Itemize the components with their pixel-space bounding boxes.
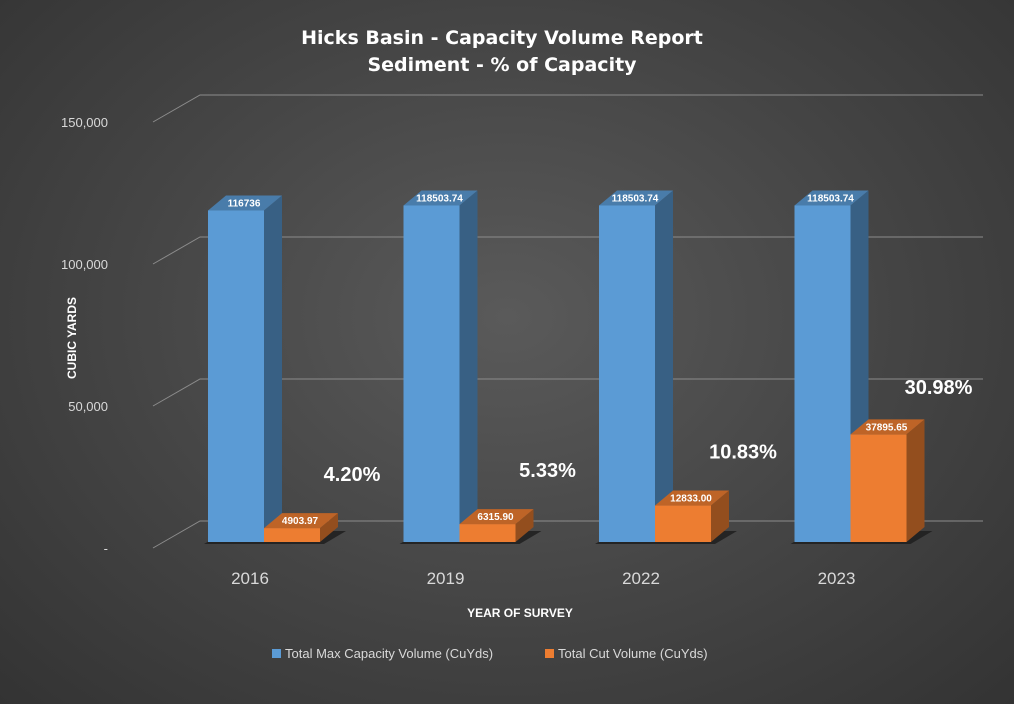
chart-subtitle: Sediment - % of Capacity xyxy=(367,54,637,76)
bar-top xyxy=(264,513,338,529)
bar-top xyxy=(794,190,869,206)
bar-side xyxy=(655,190,673,542)
legend: Total Max Capacity Volume (CuYds) Total C… xyxy=(272,646,708,661)
x-tick-label: 2019 xyxy=(427,569,465,588)
gridline xyxy=(152,94,983,123)
data-label: 37895.65 xyxy=(866,422,908,433)
y-tick-label: 50,000 xyxy=(68,399,108,414)
data-label: 118503.74 xyxy=(612,193,659,204)
bar-cut-2023 xyxy=(850,434,907,542)
bar-top xyxy=(403,190,478,206)
legend-label: Total Max Capacity Volume (CuYds) xyxy=(285,646,493,661)
bars: 116736 4903.97 4.20% 118503.74 6315.90 5.33% 1… xyxy=(204,190,973,544)
bar-side xyxy=(459,190,478,542)
chart-title: Hicks Basin - Capacity Volume Report xyxy=(301,27,703,49)
bar-side xyxy=(515,509,534,542)
y-tick-label: 100,000 xyxy=(61,257,108,272)
bar-capacity-2019 xyxy=(403,205,460,542)
bar-top xyxy=(599,190,673,206)
bar-side xyxy=(264,195,282,542)
bar-cut-2022 xyxy=(655,505,711,542)
percent-annotation: 5.33% xyxy=(519,460,576,482)
bar-capacity-2022 xyxy=(599,205,655,542)
gridline xyxy=(152,236,983,265)
bar-top xyxy=(850,419,925,435)
y-axis-ticks: - 50,000 100,000 150,000 xyxy=(61,115,108,556)
gridline xyxy=(152,378,983,407)
percent-annotation: 30.98% xyxy=(905,377,973,399)
x-axis-categories: 2016 2019 2022 2023 xyxy=(231,569,855,588)
x-axis-title: YEAR OF SURVEY xyxy=(467,606,573,620)
y-tick-label: - xyxy=(104,541,108,556)
bar-cut-2019 xyxy=(459,524,516,542)
percent-annotation: 10.83% xyxy=(709,442,777,464)
data-label: 118503.74 xyxy=(416,193,463,204)
bar-cut-2016 xyxy=(264,528,320,542)
legend-swatch xyxy=(545,649,554,658)
bar-top xyxy=(208,195,282,211)
data-label: 4903.97 xyxy=(282,516,319,527)
legend-swatch xyxy=(272,649,281,658)
percent-annotation: 4.20% xyxy=(324,464,381,486)
data-label: 12833.00 xyxy=(670,494,712,505)
bar-side xyxy=(906,419,925,542)
bar-side xyxy=(320,513,338,542)
data-label: 118503.74 xyxy=(807,193,854,204)
x-tick-label: 2022 xyxy=(622,569,660,588)
data-label: 116736 xyxy=(228,198,261,209)
bar-top xyxy=(655,490,729,506)
legend-label: Total Cut Volume (CuYds) xyxy=(558,646,708,661)
bar-top xyxy=(459,509,534,525)
y-axis-title: CUBIC YARDS xyxy=(65,297,79,379)
x-tick-label: 2016 xyxy=(231,569,269,588)
bar-side xyxy=(711,490,729,542)
data-label: 6315.90 xyxy=(477,512,514,523)
bar-capacity-2016 xyxy=(208,210,264,542)
bar-capacity-2023 xyxy=(794,205,851,542)
x-tick-label: 2023 xyxy=(818,569,856,588)
y-tick-label: 150,000 xyxy=(61,115,108,130)
